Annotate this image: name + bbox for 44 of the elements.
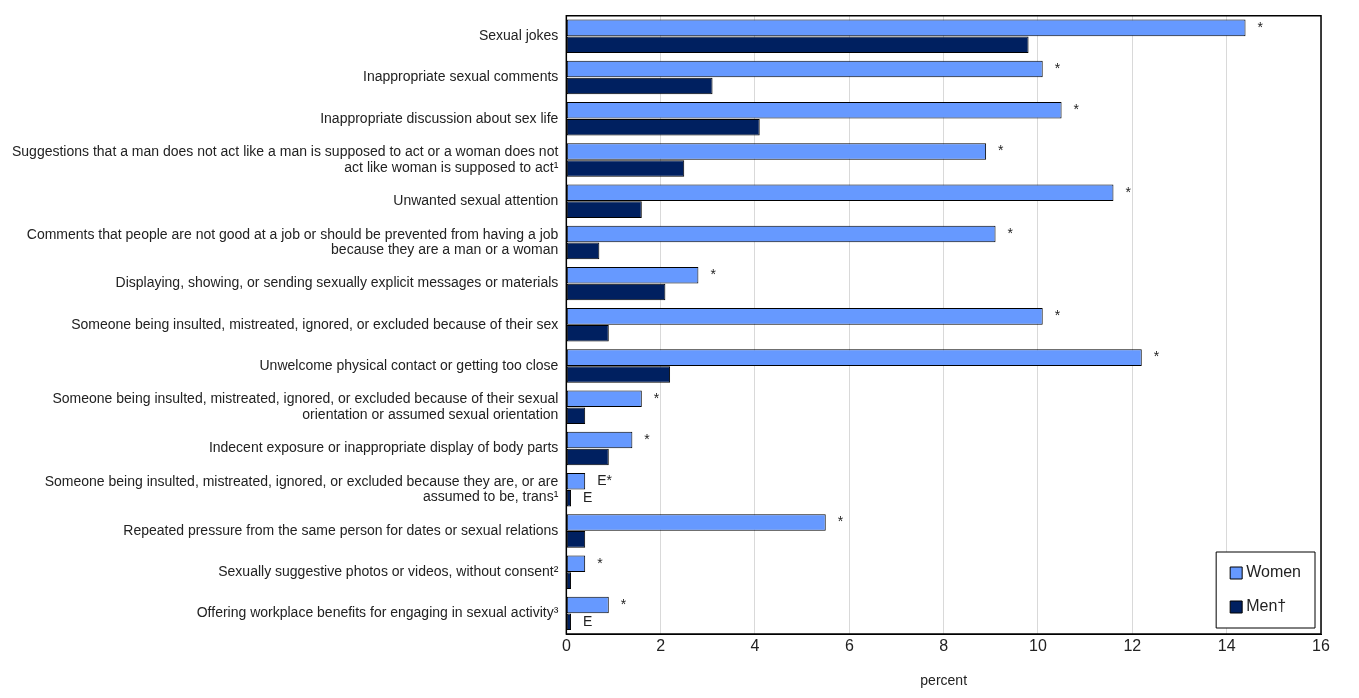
data-label: *: [1007, 224, 1014, 241]
data-label: *: [1153, 348, 1160, 365]
x-axis-title: percent: [920, 672, 968, 689]
y-tick-label: Someone being insulted, mistreated, ignored, or excluded because they are, or are assumed to be, trans¹: [44, 472, 559, 505]
y-tick-label: Comments that people are not good at a job or should be prevented from having a job because they are a man or a woman: [26, 225, 559, 257]
data-label: *: [1125, 183, 1132, 200]
y-tick-label: Displaying, showing, or sending sexually explicit messages or materials: [115, 274, 559, 291]
data-label: *: [653, 389, 660, 406]
legend-label: Men†: [1246, 597, 1287, 615]
x-tick-label: 14: [1217, 637, 1236, 655]
data-label: *: [620, 595, 627, 612]
x-tick-label: 6: [844, 637, 854, 655]
data-label: *: [1054, 307, 1061, 324]
data-label: *: [1257, 18, 1264, 35]
data-label: E: [583, 489, 593, 506]
data-label: *: [1073, 101, 1080, 118]
data-label: *: [1054, 59, 1061, 76]
x-tick-label: 16: [1312, 637, 1330, 655]
x-tick-label: 0: [561, 637, 571, 655]
data-label: *: [597, 554, 604, 571]
x-tick-label: 4: [750, 637, 760, 655]
legend-label: Women: [1246, 563, 1302, 581]
data-label: *: [710, 266, 717, 283]
x-tick-label: 8: [939, 637, 949, 655]
data-label: *: [837, 513, 844, 530]
x-tick-label: 2: [656, 637, 666, 655]
x-tick-label: 12: [1123, 637, 1142, 655]
y-tick-label: Indecent exposure or inappropriate display of body parts: [208, 439, 559, 456]
y-tick-label: Someone being insulted, mistreated, ignored, or excluded because of their sex: [71, 315, 559, 332]
y-tick-label: Unwanted sexual attention: [393, 192, 559, 209]
data-label: E: [583, 612, 593, 629]
data-label: *: [644, 430, 651, 447]
y-tick-label: Offering workplace benefits for engaging in sexual activity³: [196, 604, 559, 621]
y-tick-label: Sexually suggestive photos or videos, without consent²: [218, 563, 559, 580]
y-tick-label: Inappropriate sexual comments: [363, 68, 559, 85]
y-tick-label: Sexual jokes: [478, 27, 559, 44]
data-label: *: [998, 142, 1005, 159]
y-tick-label: Someone being insulted, mistreated, ignored, or excluded because of their sexual orientation or assumed sexual orientation: [52, 390, 559, 422]
data-label: E*: [597, 472, 613, 489]
y-tick-label: Repeated pressure from the same person for dates or sexual relations: [123, 521, 559, 538]
y-tick-label: Unwelcome physical contact or getting too close: [259, 356, 559, 373]
x-tick-label: 10: [1029, 637, 1047, 655]
y-tick-label: Inappropriate discussion about sex life: [320, 109, 559, 126]
y-tick-label: Suggestions that a man does not act like a man is supposed to act or a woman does not act like woman is supposed to act¹: [12, 143, 559, 175]
